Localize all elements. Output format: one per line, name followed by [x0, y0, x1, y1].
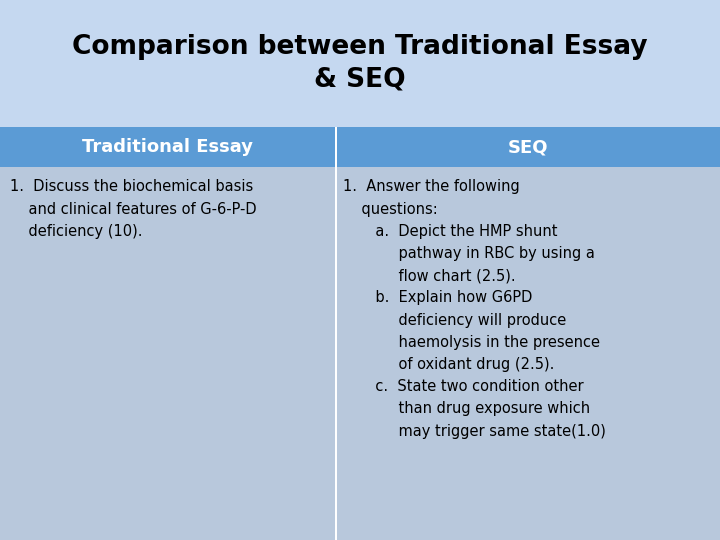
Bar	[0, 167, 335, 540]
Text: Comparison between Traditional Essay
& SEQ: Comparison between Traditional Essay & S…	[72, 35, 648, 92]
Text: 1.  Answer the following
    questions:
       a.  Depict the HMP shunt
        : 1. Answer the following questions: a. De…	[343, 179, 606, 438]
Bar	[335, 127, 337, 540]
Text: SEQ: SEQ	[508, 138, 549, 156]
Text: 1.  Discuss the biochemical basis
    and clinical features of G-6-P-D
    defic: 1. Discuss the biochemical basis and cli…	[10, 179, 256, 239]
Text: Traditional Essay: Traditional Essay	[82, 138, 253, 156]
Bar	[0, 0, 720, 127]
Bar	[337, 167, 720, 540]
Bar	[337, 127, 720, 167]
Bar	[0, 127, 335, 167]
